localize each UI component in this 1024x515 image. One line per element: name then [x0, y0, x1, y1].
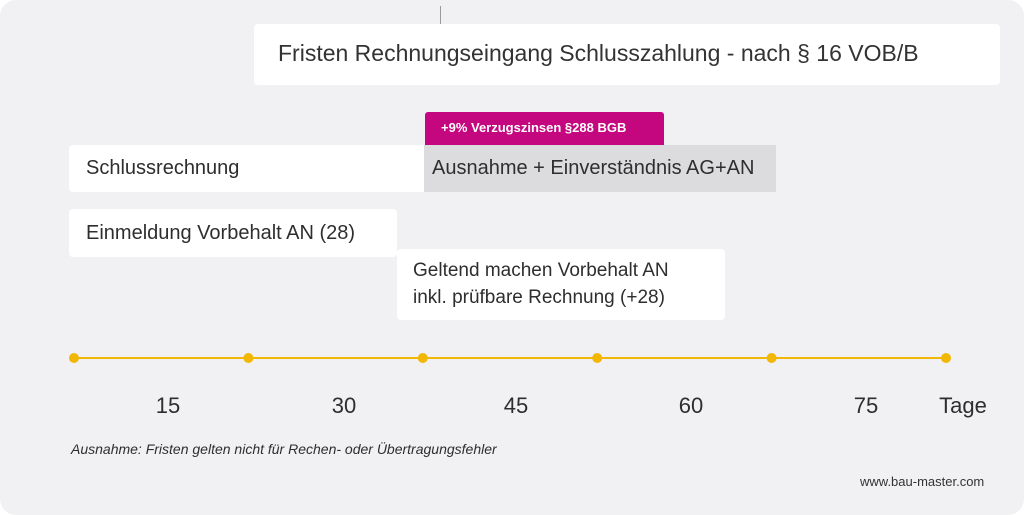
timeline-dot	[417, 353, 428, 363]
ausnahme-box: Ausnahme + Einverständnis AG+AN	[424, 145, 776, 192]
timeline-dot	[592, 353, 603, 363]
website-link[interactable]: www.bau-master.com	[860, 474, 985, 489]
tick-label-45: 45	[503, 393, 529, 418]
diagram-title: Fristen Rechnungseingang Schlusszahlung …	[278, 40, 919, 66]
geltend-label-line2: inkl. prüfbare Rechnung (+28)	[413, 287, 665, 308]
timeline-dot	[243, 353, 254, 363]
schlussrechnung-label: Schlussrechnung	[86, 157, 240, 179]
einmeldung-box: Einmeldung Vorbehalt AN (28)	[69, 209, 397, 257]
timeline-dots	[69, 353, 951, 363]
timeline-dot	[766, 353, 777, 363]
interest-badge: +9% Verzugszinsen §288 BGB	[425, 112, 664, 145]
tick-label-unit: Tage	[939, 393, 987, 418]
ausnahme-label: Ausnahme + Einverständnis AG+AN	[432, 157, 755, 179]
tick-label-15: 15	[155, 393, 181, 418]
einmeldung-label: Einmeldung Vorbehalt AN (28)	[86, 222, 356, 244]
divider-line	[440, 6, 441, 24]
tick-label-30: 30	[331, 393, 357, 418]
geltend-label-line1: Geltend machen Vorbehalt AN	[413, 260, 669, 281]
timeline-dot	[941, 353, 951, 363]
tick-label-60: 60	[678, 393, 704, 418]
title-box: Fristen Rechnungseingang Schlusszahlung …	[254, 24, 1000, 85]
schlussrechnung-box: Schlussrechnung	[69, 145, 425, 192]
geltend-box: Geltend machen Vorbehalt AN inkl. prüfba…	[397, 249, 725, 320]
timeline-dot	[69, 353, 79, 363]
tick-label-75: 75	[853, 393, 879, 418]
exception-note: Ausnahme: Fristen gelten nicht für Reche…	[71, 441, 497, 457]
interest-badge-label: +9% Verzugszinsen §288 BGB	[441, 120, 627, 135]
